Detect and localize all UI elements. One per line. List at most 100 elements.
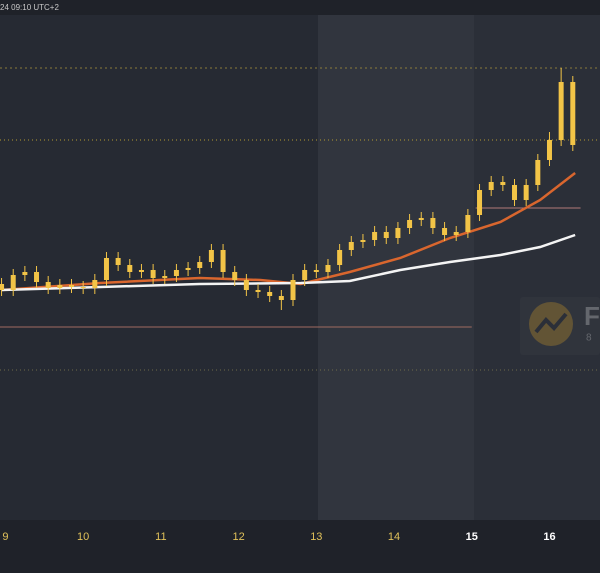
- candle-body: [477, 190, 483, 215]
- candle-body: [173, 270, 179, 276]
- candle: [103, 252, 109, 286]
- candle: [442, 222, 448, 241]
- candle: [45, 276, 51, 294]
- candle: [372, 226, 378, 246]
- candle-body: [546, 140, 552, 160]
- x-tick-label: 12: [232, 531, 244, 543]
- candle-body: [103, 258, 109, 280]
- candle: [453, 226, 459, 241]
- watermark-text: F: [584, 301, 600, 331]
- candle-body: [407, 220, 413, 228]
- candle: [115, 252, 121, 271]
- candle-body: [290, 280, 296, 300]
- candle: [477, 184, 483, 221]
- x-tick-label: 16: [543, 531, 555, 543]
- candle-body: [535, 160, 541, 185]
- candle-body: [57, 285, 63, 288]
- candle-body: [45, 282, 51, 288]
- candle-body: [453, 232, 459, 235]
- candle-body: [267, 292, 273, 296]
- candle-body: [150, 270, 156, 278]
- candle-body: [232, 272, 238, 280]
- x-tick-label: 15: [466, 531, 478, 543]
- candle-body: [34, 272, 40, 282]
- candle-body: [0, 284, 5, 290]
- candle: [546, 132, 552, 166]
- candle: [185, 262, 191, 276]
- candle: [243, 274, 249, 296]
- candle: [407, 214, 413, 234]
- candle: [255, 284, 261, 298]
- candle-body: [395, 228, 401, 238]
- candle-body: [512, 185, 518, 200]
- candle: [57, 279, 63, 294]
- candle: [523, 179, 529, 206]
- candle-body: [500, 182, 506, 185]
- x-tick-label: 13: [310, 531, 322, 543]
- candle-body: [197, 262, 203, 268]
- candle-body: [430, 218, 436, 228]
- candle: [220, 244, 226, 278]
- watermark-box: [520, 297, 600, 355]
- candle-body: [185, 268, 191, 270]
- watermark: F 8: [520, 297, 600, 355]
- candle-body: [325, 265, 331, 272]
- candle: [465, 209, 471, 238]
- candle: [395, 222, 401, 244]
- candle: [208, 244, 214, 268]
- candle-body: [348, 242, 354, 250]
- candle-body: [558, 82, 564, 140]
- candle-body: [418, 218, 424, 220]
- candle-body: [220, 250, 226, 272]
- watermark-sub: 8: [586, 333, 592, 344]
- session-shade: [318, 15, 474, 520]
- candle-body: [115, 258, 121, 265]
- candle-body: [337, 250, 343, 265]
- candle: [173, 264, 179, 282]
- candle: [150, 264, 156, 284]
- candle: [127, 259, 133, 278]
- candle: [348, 236, 354, 256]
- candle: [34, 266, 40, 288]
- candle: [383, 226, 389, 244]
- candle: [92, 274, 98, 294]
- candle: [313, 264, 319, 278]
- candle: [337, 244, 343, 271]
- candle-body: [302, 270, 308, 280]
- candle: [197, 256, 203, 274]
- candle: [267, 286, 273, 302]
- candle-body: [243, 280, 249, 290]
- header-bar: [0, 0, 600, 15]
- moving-average: [1, 172, 576, 292]
- candle-body: [10, 275, 16, 290]
- candle-body: [523, 185, 529, 200]
- candle-body: [383, 232, 389, 238]
- candle: [162, 270, 168, 284]
- candle-body: [162, 276, 168, 278]
- timestamp: 24 09:10 UTC+2: [0, 3, 59, 12]
- candle-body: [138, 270, 144, 272]
- candle-body: [278, 296, 284, 300]
- candle: [488, 176, 494, 196]
- candle: [138, 264, 144, 278]
- candle-body: [360, 240, 366, 242]
- candle-body: [69, 285, 75, 287]
- x-tick-label: 11: [155, 531, 166, 543]
- candle: [232, 266, 238, 286]
- x-tick-label: 14: [388, 531, 400, 543]
- watermark-logo: [529, 302, 573, 346]
- candle: [360, 234, 366, 248]
- candle-body: [488, 182, 494, 190]
- candle-body: [372, 232, 378, 240]
- candle-body: [127, 265, 133, 272]
- candle: [302, 264, 308, 286]
- candle-body: [208, 250, 214, 262]
- candle: [512, 179, 518, 206]
- candle-body: [22, 272, 28, 275]
- candle: [430, 212, 436, 234]
- candle: [69, 279, 75, 293]
- candle: [570, 76, 576, 151]
- candle-body: [465, 215, 471, 232]
- x-axis-bar: [0, 520, 600, 573]
